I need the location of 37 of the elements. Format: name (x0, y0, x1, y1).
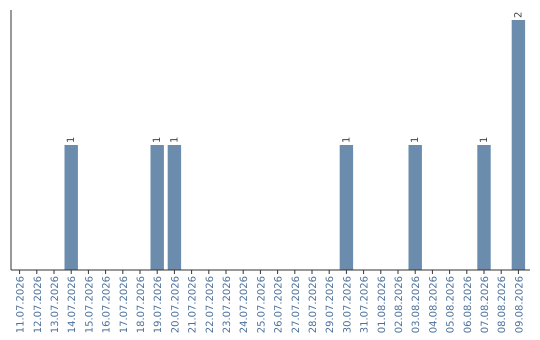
x-tick-label: 13.07.2026 (50, 276, 61, 334)
x-tick-label: 25.07.2026 (256, 276, 268, 334)
x-tick-label: 12.07.2026 (32, 276, 44, 334)
x-tick-label: 24.07.2026 (239, 276, 250, 334)
data-label: 1 (169, 136, 180, 143)
x-tick-label: 08.08.2026 (497, 276, 508, 334)
x-tick-label: 22.07.2026 (204, 276, 216, 334)
x-tick-label: 05.08.2026 (446, 276, 457, 334)
data-label: 1 (152, 136, 164, 143)
x-tick-label: 19.07.2026 (153, 276, 164, 334)
x-tick-label: 23.07.2026 (222, 276, 233, 334)
data-label: 1 (341, 136, 352, 143)
x-tick-label: 03.08.2026 (411, 276, 422, 334)
data-label: 1 (66, 136, 78, 143)
x-tick-label: 26.07.2026 (274, 276, 285, 334)
x-tick-label: 21.07.2026 (188, 276, 199, 334)
x-tick-label: 31.07.2026 (360, 276, 371, 334)
x-tick-label: 20.07.2026 (170, 276, 182, 334)
x-tick-label: 02.08.2026 (394, 276, 405, 334)
x-tick-label: 17.07.2026 (118, 276, 130, 334)
x-tick-label: 09.08.2026 (514, 276, 526, 334)
data-label: 1 (410, 136, 422, 143)
x-tick-label: 27.07.2026 (290, 276, 302, 334)
data-label: 2 (513, 12, 524, 18)
x-tick-label: 07.08.2026 (480, 276, 491, 334)
x-tick-label: 11.07.2026 (16, 276, 27, 334)
x-tick-label: 06.08.2026 (462, 276, 474, 334)
x-tick-label: 29.07.2026 (325, 276, 336, 334)
x-tick-label: 28.07.2026 (308, 276, 319, 334)
x-tick-label: 01.08.2026 (376, 276, 388, 334)
x-tick-label: 14.07.2026 (67, 276, 78, 334)
x-tick-label: 18.07.2026 (136, 276, 147, 334)
x-tick-label: 04.08.2026 (428, 276, 440, 334)
x-tick-label: 30.07.2026 (342, 276, 354, 334)
x-tick-label: 15.07.2026 (84, 276, 96, 334)
x-tick-label: 16.07.2026 (102, 276, 113, 334)
data-label: 1 (479, 136, 490, 143)
